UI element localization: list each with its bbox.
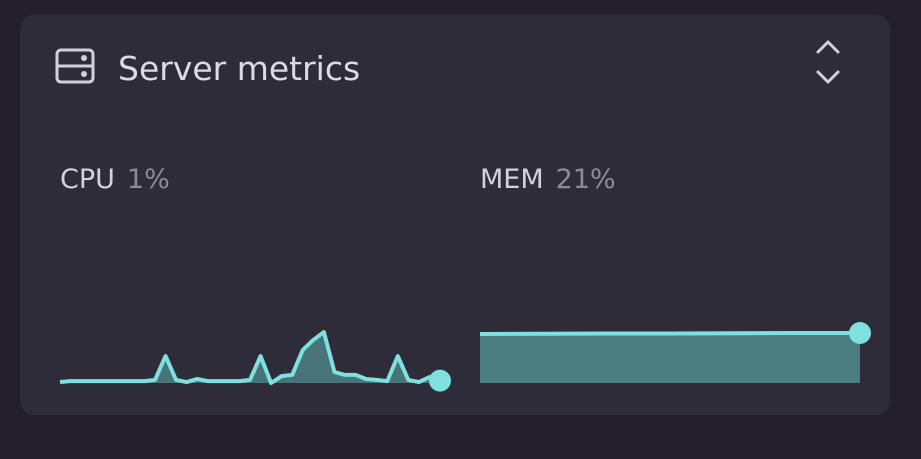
card <box>20 15 890 415</box>
server-icon <box>55 48 95 84</box>
line <box>59 330 441 385</box>
expand-toggle[interactable] <box>816 40 840 84</box>
current-dot <box>849 322 871 345</box>
area <box>60 332 440 383</box>
metric-label: MEM 21% <box>480 164 616 195</box>
metric-label: CPU 1% <box>60 164 170 195</box>
current-dot <box>429 369 451 392</box>
metric-name: MEM <box>480 164 544 195</box>
line <box>479 331 860 336</box>
metric-value: 21% <box>556 164 616 195</box>
metric-name: CPU <box>60 164 115 195</box>
metrics: CPU 1% MEM 21% <box>59 164 871 392</box>
card-title: Server metrics <box>118 49 360 88</box>
metric-value: 1% <box>127 164 170 195</box>
area <box>480 333 860 383</box>
